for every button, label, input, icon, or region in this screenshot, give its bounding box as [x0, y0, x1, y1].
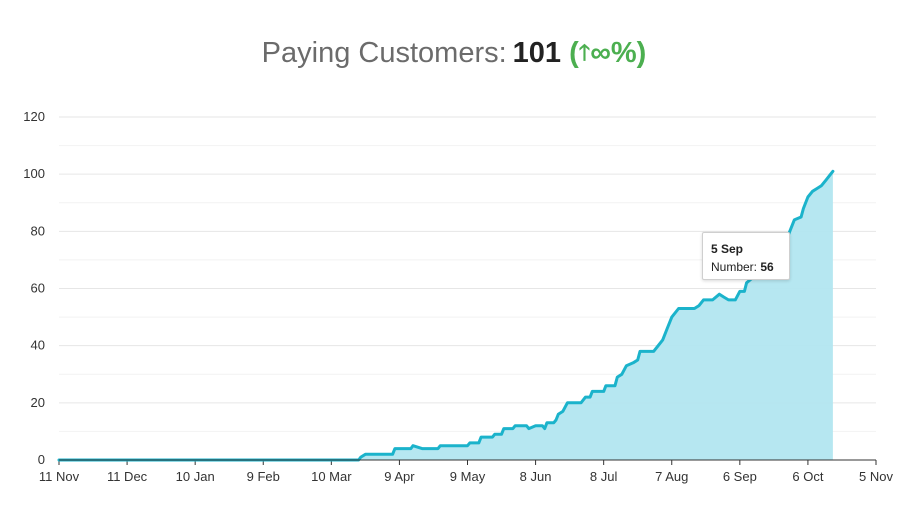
y-tick-label: 60 — [31, 281, 45, 296]
x-tick-label: 11 Nov — [39, 469, 80, 484]
y-tick-label: 40 — [31, 338, 45, 353]
title-label: Paying Customers: — [261, 37, 507, 69]
x-tick-label: 9 Feb — [247, 469, 280, 484]
change-indicator: (🡑∞%) — [569, 37, 646, 69]
x-tick-label: 7 Aug — [655, 469, 688, 484]
y-tick-label: 80 — [31, 223, 45, 238]
x-tick-label: 10 Jan — [176, 469, 215, 484]
tooltip-metric-label: Number: — [711, 260, 758, 274]
tooltip-date: 5 Sep — [711, 242, 744, 256]
chart-title: Paying Customers: 101 (🡑∞%) — [0, 36, 908, 74]
tooltip-metric-value: 56 — [760, 260, 774, 274]
x-tick-label: 5 Nov — [859, 469, 893, 484]
y-tick-label: 20 — [31, 395, 45, 410]
customer-count-value: 101 — [512, 37, 562, 69]
change-percent: ∞%) — [590, 37, 647, 69]
x-tick-label: 9 May — [450, 469, 486, 484]
x-tick-label: 10 Mar — [311, 469, 352, 484]
x-tick-label: 6 Oct — [792, 469, 823, 484]
x-tick-label: 8 Jul — [590, 469, 618, 484]
x-axis-ticks: 11 Nov 11 Dec 10 Jan 9 Feb 10 Mar 9 Apr 9 May 8… — [39, 460, 893, 484]
data-tooltip: 5 Sep Number: 56 — [702, 232, 790, 280]
x-tick-label: 11 Dec — [107, 469, 148, 484]
series-area-fill — [59, 171, 833, 461]
y-tick-label: 0 — [38, 452, 45, 467]
x-tick-label: 6 Sep — [723, 469, 757, 484]
x-tick-label: 8 Jun — [520, 469, 552, 484]
y-tick-label: 100 — [23, 166, 45, 181]
change-open-paren: ( — [569, 37, 579, 69]
y-tick-label: 120 — [23, 109, 45, 124]
tooltip-metric: Number: 56 — [711, 258, 789, 276]
y-axis-ticks: 0 20 40 60 80 100 120 — [23, 109, 45, 467]
x-tick-label: 9 Apr — [384, 469, 415, 484]
arrow-up-icon: 🡑 — [578, 40, 591, 65]
